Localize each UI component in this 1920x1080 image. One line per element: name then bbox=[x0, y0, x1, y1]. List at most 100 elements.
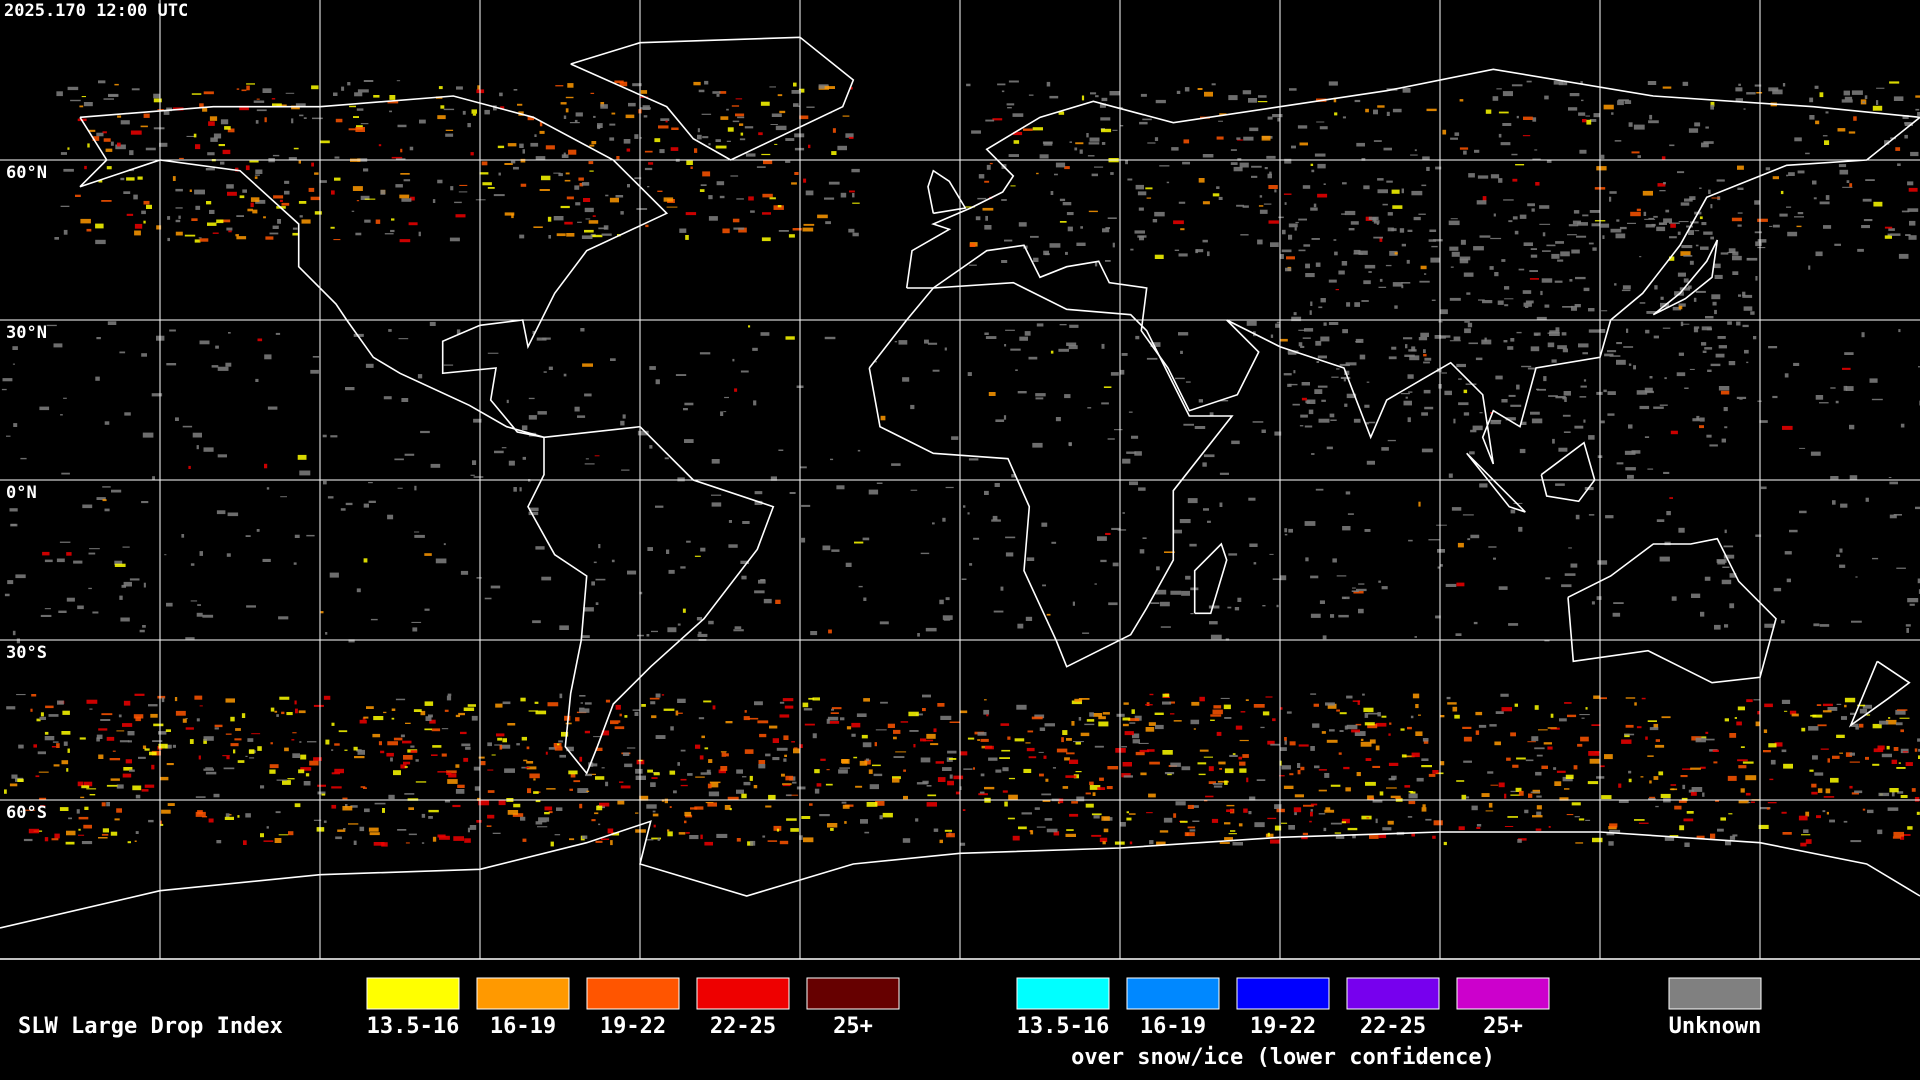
cloud-pixel bbox=[1211, 83, 1216, 86]
cloud-pixel bbox=[1616, 219, 1620, 222]
cloud-pixel bbox=[1094, 262, 1098, 267]
cloud-pixel bbox=[595, 578, 606, 581]
cloud-pixel bbox=[988, 757, 998, 761]
cloud-pixel bbox=[984, 490, 989, 495]
cloud-pixel bbox=[24, 809, 36, 811]
cloud-pixel bbox=[1628, 770, 1632, 774]
cloud-pixel bbox=[830, 828, 834, 831]
cloud-pixel bbox=[1302, 832, 1308, 835]
cloud-pixel bbox=[1663, 218, 1672, 223]
cloud-pixel bbox=[908, 711, 919, 717]
cloud-pixel bbox=[535, 546, 545, 550]
cloud-pixel bbox=[730, 175, 739, 177]
cloud-pixel bbox=[803, 837, 814, 843]
cloud-pixel bbox=[978, 793, 988, 796]
cloud-pixel bbox=[224, 816, 234, 820]
cloud-pixel bbox=[1513, 502, 1523, 504]
cloud-pixel bbox=[1208, 781, 1216, 784]
cloud-pixel bbox=[538, 817, 550, 822]
cloud-pixel bbox=[1695, 737, 1706, 743]
cloud-pixel bbox=[1805, 811, 1810, 817]
cloud-pixel bbox=[1717, 336, 1726, 339]
cloud-pixel bbox=[144, 748, 150, 751]
cloud-pixel bbox=[1192, 805, 1199, 808]
cloud-pixel bbox=[1830, 387, 1836, 389]
cloud-pixel bbox=[1900, 795, 1908, 798]
cloud-pixel bbox=[1485, 810, 1494, 812]
latitude-label: 30°N bbox=[6, 323, 47, 343]
cloud-pixel bbox=[1332, 558, 1337, 563]
cloud-pixel bbox=[455, 764, 460, 768]
cloud-pixel bbox=[1690, 791, 1697, 796]
cloud-pixel bbox=[548, 366, 553, 370]
cloud-pixel bbox=[1743, 108, 1746, 110]
cloud-pixel bbox=[589, 763, 598, 767]
cloud-pixel bbox=[368, 482, 373, 484]
cloud-pixel bbox=[1139, 549, 1145, 554]
cloud-pixel bbox=[1556, 770, 1566, 773]
cloud-pixel bbox=[868, 769, 873, 774]
cloud-pixel bbox=[366, 706, 374, 709]
cloud-pixel bbox=[1463, 272, 1474, 277]
cloud-pixel bbox=[595, 776, 605, 780]
cloud-pixel bbox=[189, 189, 192, 192]
cloud-pixel bbox=[1347, 513, 1354, 515]
cloud-pixel bbox=[1389, 250, 1398, 256]
cloud-pixel bbox=[1530, 411, 1540, 415]
cloud-pixel bbox=[1552, 438, 1555, 444]
cloud-pixel bbox=[330, 226, 335, 229]
cloud-pixel bbox=[1178, 201, 1186, 204]
cloud-pixel bbox=[1121, 746, 1127, 748]
cloud-pixel bbox=[1416, 777, 1424, 782]
cloud-pixel bbox=[902, 838, 911, 843]
cloud-pixel bbox=[1884, 226, 1893, 229]
cloud-pixel bbox=[1728, 248, 1736, 253]
cloud-pixel bbox=[1224, 837, 1233, 841]
cloud-pixel bbox=[711, 494, 722, 496]
cloud-pixel bbox=[1005, 552, 1014, 557]
cloud-pixel bbox=[1608, 826, 1617, 830]
cloud-pixel bbox=[1310, 301, 1313, 306]
cloud-pixel bbox=[1410, 791, 1416, 794]
cloud-pixel bbox=[250, 197, 260, 202]
cloud-pixel bbox=[1551, 359, 1557, 363]
cloud-pixel bbox=[265, 236, 274, 240]
cloud-pixel bbox=[138, 756, 146, 759]
cloud-pixel bbox=[1122, 512, 1125, 514]
cloud-pixel bbox=[537, 411, 547, 415]
cloud-pixel bbox=[588, 161, 594, 165]
cloud-pixel bbox=[1520, 421, 1527, 425]
cloud-pixel bbox=[1323, 827, 1327, 832]
cloud-pixel bbox=[88, 587, 92, 590]
cloud-pixel bbox=[1237, 597, 1242, 602]
cloud-pixel bbox=[642, 105, 650, 110]
cloud-pixel bbox=[824, 336, 836, 340]
cloud-pixel bbox=[1334, 112, 1338, 116]
cloud-pixel bbox=[202, 614, 214, 618]
cloud-pixel bbox=[1170, 713, 1175, 715]
cloud-pixel bbox=[983, 709, 990, 715]
legend: SLW Large Drop Index 13.5-16 16-19 19-22 22… bbox=[18, 977, 1762, 1070]
cloud-pixel bbox=[275, 811, 281, 814]
cloud-pixel bbox=[1319, 600, 1325, 604]
cloud-pixel bbox=[1558, 447, 1568, 452]
cloud-pixel bbox=[1561, 584, 1572, 588]
cloud-pixel bbox=[1891, 759, 1898, 764]
cloud-pixel bbox=[1801, 727, 1806, 732]
cloud-pixel bbox=[898, 340, 908, 345]
cloud-pixel bbox=[1532, 117, 1537, 122]
cloud-pixel bbox=[130, 130, 142, 135]
cloud-pixel bbox=[1451, 507, 1462, 511]
cloud-pixel bbox=[1208, 766, 1214, 772]
cloud-pixel bbox=[924, 339, 929, 344]
cloud-pixel bbox=[395, 698, 406, 701]
cloud-pixel bbox=[345, 804, 348, 808]
cloud-pixel bbox=[519, 234, 525, 239]
cloud-pixel bbox=[675, 374, 687, 376]
cloud-pixel bbox=[1310, 746, 1315, 751]
cloud-pixel bbox=[1655, 739, 1660, 742]
legend-caption: over snow/ice (lower confidence) bbox=[1071, 1045, 1495, 1070]
cloud-pixel bbox=[1199, 696, 1205, 702]
cloud-pixel bbox=[1482, 300, 1493, 304]
cloud-pixel bbox=[281, 202, 290, 206]
